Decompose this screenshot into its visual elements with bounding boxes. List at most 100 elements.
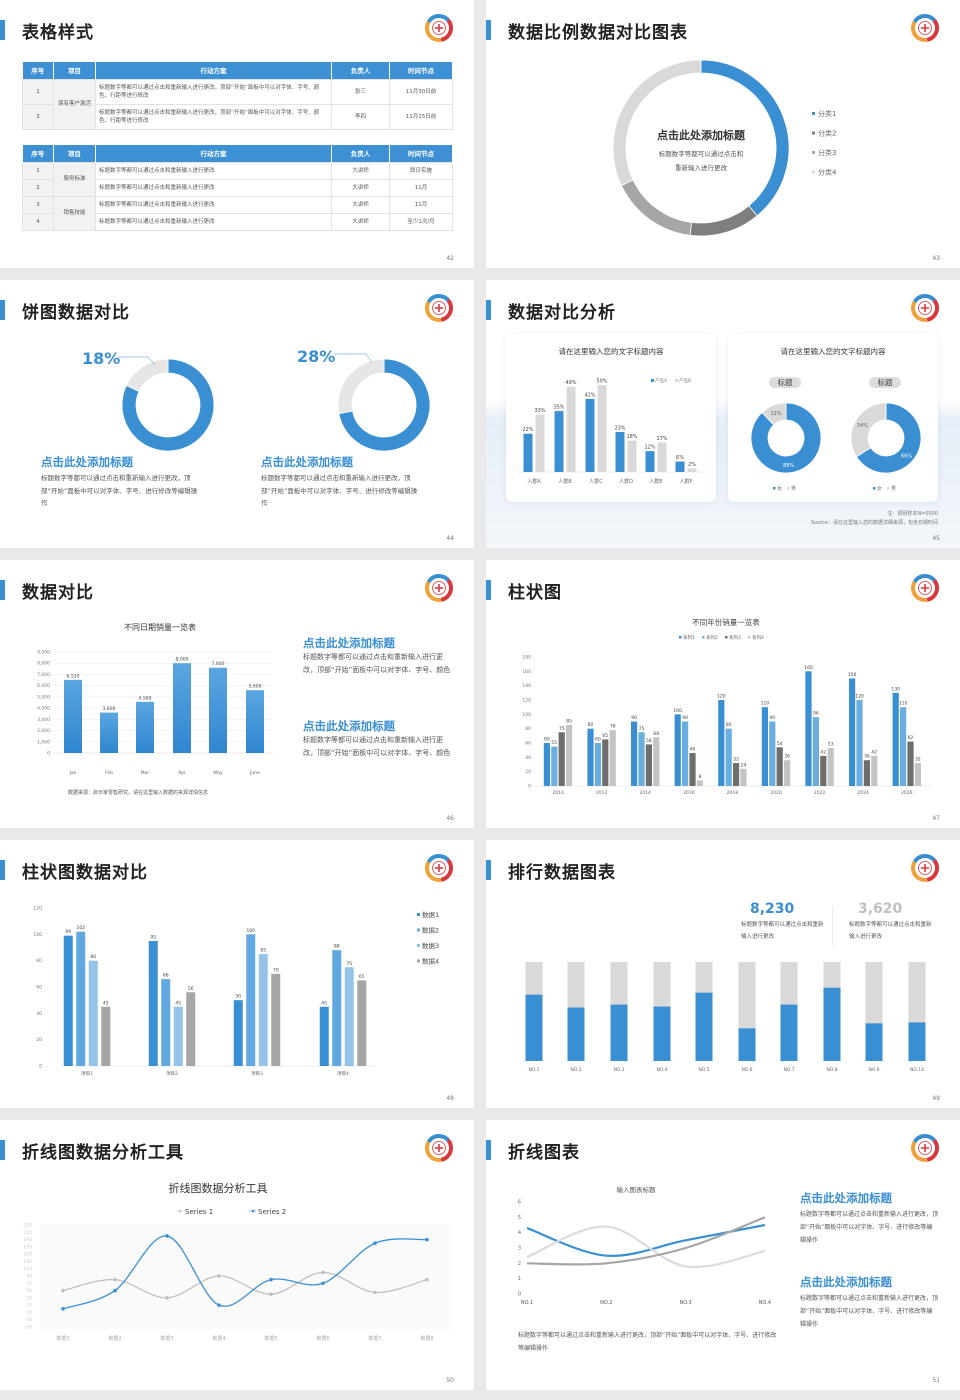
data-label: 70 [273,967,279,973]
legend-swatch [873,487,876,490]
y-tick-label: 6,000 [37,683,50,689]
header-cell: 行动方案 [95,145,332,162]
y-tick-label: 60 [36,985,42,991]
slide-45: 数据对比分析 请在这里输入您的文字标题内容 请在这里输入您的文字标题内容 标题 … [486,280,960,548]
bar [63,935,73,1066]
data-label: 18% [626,434,637,440]
legend-label: 系列4 [752,634,764,641]
bar [657,442,667,472]
data-label: 45 [103,1000,109,1006]
data-label: 62 [908,735,914,741]
data-label: 56 [188,986,194,992]
y-tick-label: 110 [23,1266,32,1272]
stat-value: 8,230 [750,901,795,917]
data-point [425,1277,429,1282]
cell-owner: 大讲师 [331,161,390,180]
x-tick-label: 人群B [558,478,572,485]
block-text: 标题数字等都可以通过点击和重新输入进行更改，顶部“开始”面板中可以对字体、字号、… [303,653,451,674]
logo-icon [425,854,453,882]
slide-title: 柱状图数据对比 [22,863,148,883]
logo-ring-segment [926,1139,939,1162]
data-label: 160 [804,665,813,671]
bar [638,732,645,786]
logo-ring-segment [425,581,442,602]
legend-marker [251,1209,255,1213]
chart-title: 输入图表标题 [617,1185,657,1194]
plot-area [40,1224,452,1329]
x-tick-label: Apr [178,770,186,776]
x-tick-label: NO.5 [698,1067,709,1073]
x-tick-label: NO.4 [759,1300,771,1306]
gender-donut-slice [750,402,822,474]
y-tick-label: 70 [26,1281,32,1287]
x-tick-label: 人群C [589,478,603,485]
data-label: 8 [698,774,701,780]
bar [914,763,921,786]
logo-ring-segment [440,299,453,322]
logo-cross [921,304,929,312]
data-label: 120 [717,694,726,700]
data-label: 45 [321,1000,327,1006]
bar [725,728,732,786]
data-label: 33% [534,408,545,414]
logo-cross [921,1144,929,1152]
block-heading: 点击此处添加标题 [800,1191,892,1205]
x-tick-label: 数据2 [108,1335,121,1342]
data-label: 32 [733,757,739,763]
bar [602,739,609,786]
bar [863,760,870,786]
legend-swatch [812,170,815,174]
y-tick-label: 2 [518,1261,521,1267]
data-label: 35% [553,405,564,411]
data-label: 110 [761,701,770,707]
donut-center-heading: 点击此处添加标题 [657,129,745,142]
logo-ring-segment [926,299,939,322]
page-number: 49 [932,1095,940,1102]
action-table-2: 序号 项目 行动方案 负责人 时间节点 1 服务标准 标题数字等都可以通过点击和… [22,145,453,231]
y-tick-label: 140 [522,683,531,689]
data-point [321,1281,325,1286]
x-tick-label: NO.3 [679,1300,691,1306]
slide-47: 柱状图 不同年份销量一览表 系列1 系列2 系列3 系列4 0 20 40 60 80 100 120… [486,560,960,828]
cell-plan: 标题数字等都可以通过点击和重新输入进行更改，顶部“开始”面板中可以对字体、字号、… [95,103,332,130]
data-label: 32 [915,757,921,763]
data-label: 17% [656,436,667,442]
y-tick-label: 120 [522,698,531,704]
data-label: 78 [610,724,616,730]
action-table-1: 序号 项目 行动方案 负责人 时间节点 1 保有客户激活 标题数字等都可以通过点… [22,62,453,130]
bar-fill [908,1022,926,1061]
bar [718,700,725,786]
data-label: 102 [76,925,85,931]
data-point [269,1292,273,1297]
legend-label: 女 [877,485,882,492]
logo-ring-segment [425,21,442,42]
logo-ring-segment [912,574,936,584]
percent-label: 28% [297,347,336,366]
bar [100,712,118,753]
data-label: 2% [688,462,696,468]
logo-ring-segment [912,14,936,24]
legend-label: 女 [777,485,782,492]
legend-label: 男 [891,486,896,492]
y-tick-label: 160 [522,669,531,675]
donut-slice [689,205,758,237]
data-label: 65 [602,733,608,739]
logo-ring-segment [911,21,928,42]
x-tick-label: NO.8 [826,1067,837,1073]
legend-label: 系列1 [683,634,695,641]
table-row: 3 销售技能 标题数字等都可以通过点击和重新输入进行更改 大讲师 11月 [22,195,453,231]
data-label: 6,520 [67,673,80,679]
bar [271,973,281,1066]
logo-ring-segment [440,1139,453,1162]
x-tick-label: Jan [69,770,77,776]
stat-text: 标题数字等都可以通过点击和重新输入进行更改 [741,922,824,940]
data-label: 88 [334,944,340,950]
x-tick-label: 项目2 [166,1071,178,1077]
logo-ring-segment [912,1134,936,1144]
bar [246,690,264,753]
bar [615,431,625,472]
bar [233,1000,243,1066]
data-label: 36 [784,754,790,760]
